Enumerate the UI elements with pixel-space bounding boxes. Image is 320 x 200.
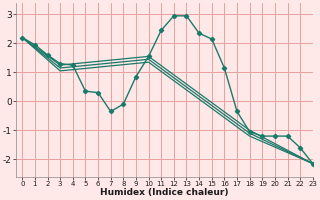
X-axis label: Humidex (Indice chaleur): Humidex (Indice chaleur) <box>100 188 228 197</box>
